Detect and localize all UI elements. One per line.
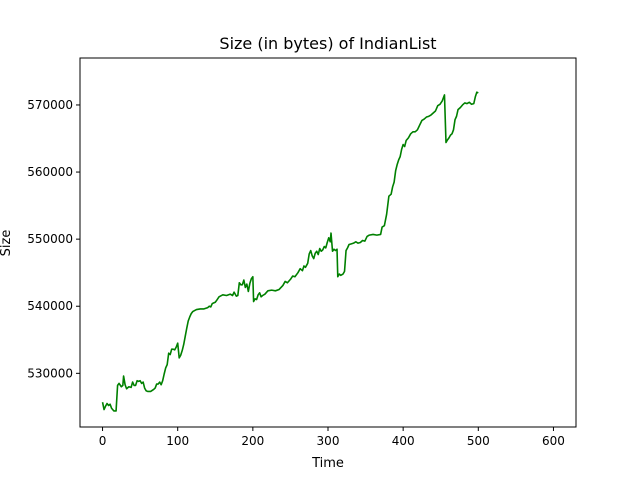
y-axis-label: Size: [0, 230, 14, 257]
x-tick-label: 300: [317, 434, 340, 448]
y-tick-label: 560000: [27, 165, 73, 179]
x-tick-label: 100: [166, 434, 189, 448]
y-tick-label: 540000: [27, 299, 73, 313]
x-tick-label: 200: [241, 434, 264, 448]
y-tick-label: 530000: [27, 366, 73, 380]
y-tick-label: 550000: [27, 232, 73, 246]
plot-series: [101, 91, 479, 412]
x-tick-label: 500: [467, 434, 490, 448]
series-line-0: [101, 91, 479, 412]
chart-title: Size (in bytes) of IndianList: [219, 34, 436, 53]
x-axis-label: Time: [311, 456, 344, 471]
y-tick-label: 570000: [27, 98, 73, 112]
x-tick-label: 600: [542, 434, 565, 448]
x-tick-label: 400: [392, 434, 415, 448]
x-tick-label: 0: [99, 434, 107, 448]
x-axis: 0 100 200 300 400 500 600: [99, 427, 565, 448]
y-axis: 530000 540000 550000 560000 570000: [27, 98, 80, 380]
